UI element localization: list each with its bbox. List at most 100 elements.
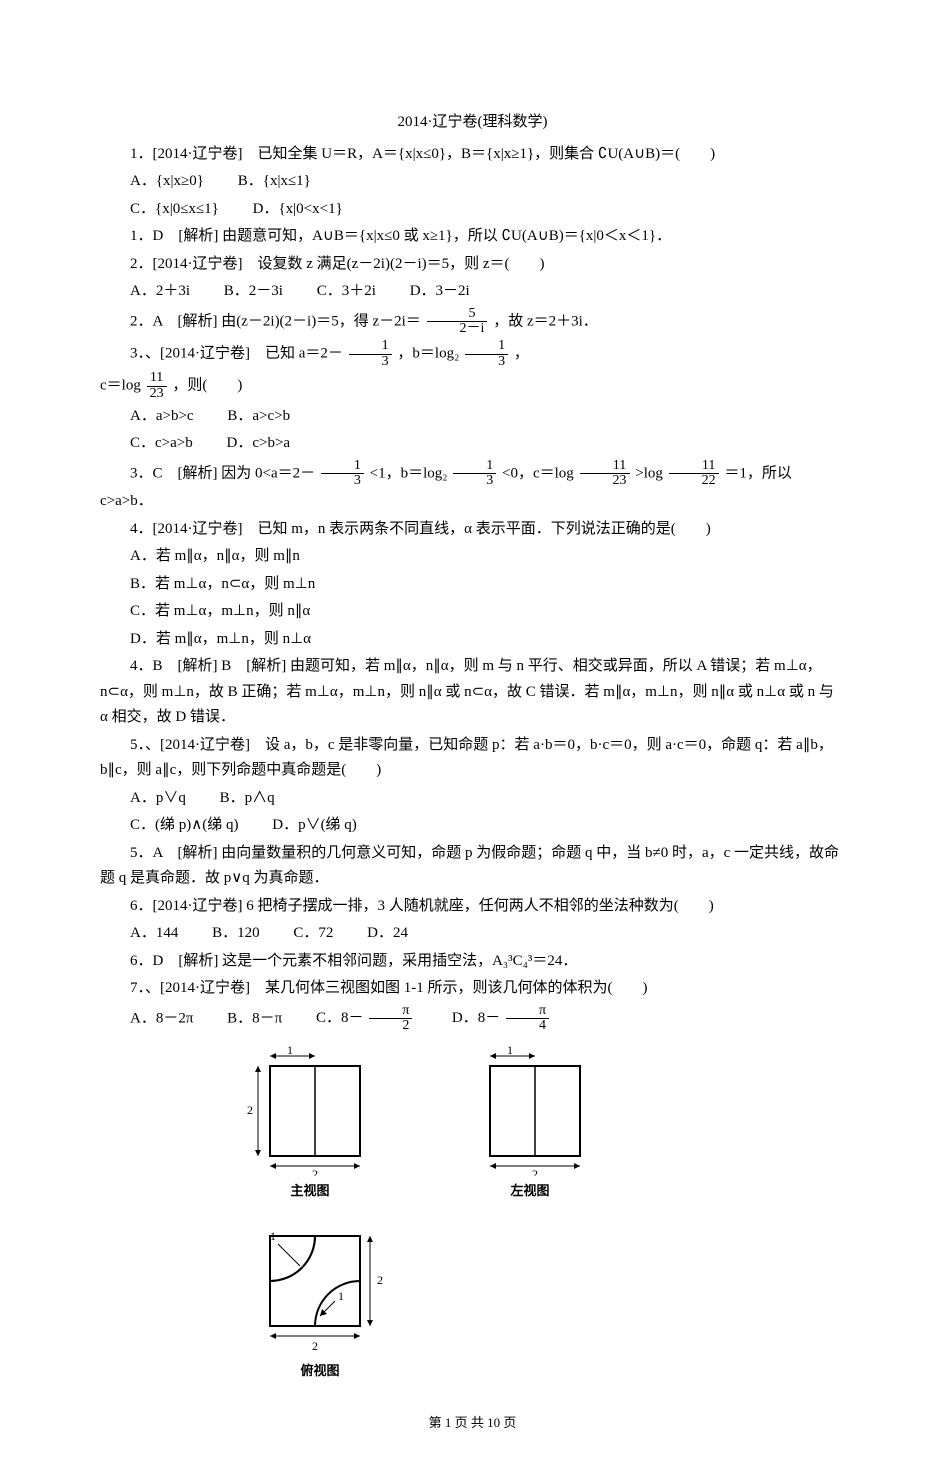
q3-stem-pre: 3．、[2014·辽宁卷] 已知 a＝2－ bbox=[130, 346, 343, 362]
q7-optD: D．8－ π4 bbox=[452, 1010, 551, 1026]
q1-optA: A．{x|x≥0} bbox=[130, 173, 204, 189]
q3-options-row1: A．a>b>c B．a>c>b bbox=[100, 404, 845, 430]
page-footer: 第 1 页 共 10 页 bbox=[100, 1412, 845, 1434]
q3-ans-c2-frac: 1122 bbox=[669, 459, 719, 489]
q3-stem-mid: ，b＝log₂ bbox=[397, 346, 459, 362]
q3-a-frac: 13 bbox=[349, 339, 392, 369]
q1-optC: C．{x|0≤x≤1} bbox=[130, 201, 219, 217]
top-r-center: 1 bbox=[338, 1289, 344, 1303]
q3-ans-c1-den: 23 bbox=[580, 474, 630, 489]
q4-answer: 4．B [解析] B [解析] 由题可知，若 m∥α，n∥α，则 m 与 n 平… bbox=[100, 654, 845, 731]
q7-optC-num: π bbox=[369, 1004, 412, 1020]
q7-stem: 7．、[2014·辽宁卷] 某几何体三视图如图 1-1 所示，则该几何体的体积为… bbox=[100, 976, 845, 1002]
q3-c-den: 23 bbox=[147, 387, 167, 402]
q3-c-num: 11 bbox=[147, 371, 167, 387]
q2-optA: A．2＋3i bbox=[130, 283, 190, 299]
q7-optC-frac: π2 bbox=[369, 1004, 412, 1034]
q3-ans-mid3: >log bbox=[635, 465, 663, 481]
q3-answer: 3．C [解析] 因为 0<a＝2－ 13 <1，b＝log₂ 13 <0，c＝… bbox=[100, 459, 845, 515]
q4-stem: 4．[2014·辽宁卷] 已知 m，n 表示两条不同直线，α 表示平面．下列说法… bbox=[100, 517, 845, 543]
q3-c-line: c＝log 1123 ，则( ) bbox=[100, 371, 845, 401]
three-view-figures: 1 2 2 主视图 1 bbox=[240, 1046, 845, 1382]
figure-row-1: 1 2 2 主视图 1 bbox=[240, 1046, 845, 1202]
q3-ans-pre: 3．C [解析] 因为 0<a＝2－ bbox=[130, 465, 315, 481]
q3-b-frac: 13 bbox=[465, 339, 508, 369]
q1-optD: D．{x|0<x<1} bbox=[253, 201, 343, 217]
q2-frac-num: 5 bbox=[427, 307, 488, 323]
q3-stem-post: ， bbox=[514, 346, 529, 362]
q3-ans-mid2: <0，c＝log bbox=[502, 465, 574, 481]
top-view-svg: 1 1 2 2 bbox=[240, 1216, 400, 1356]
q5-optD: D．p∨(绨 q) bbox=[272, 817, 357, 833]
q3-ans-mid1: <1，b＝log₂ bbox=[370, 465, 448, 481]
q7-optA: A．8－2π bbox=[130, 1010, 193, 1026]
q3-optD: D．c>b>a bbox=[227, 435, 291, 451]
top-dim-right: 2 bbox=[377, 1273, 383, 1287]
q3-c-post: ，则( ) bbox=[172, 378, 242, 394]
q6-optD: D．24 bbox=[367, 925, 408, 941]
q7-options: A．8－2π B．8－π C．8－ π2 D．8－ π4 bbox=[100, 1004, 845, 1034]
q1-stem: 1．[2014·辽宁卷] 已知全集 U＝R，A＝{x|x≤0}，B＝{x|x≥1… bbox=[100, 142, 845, 168]
q5-stem: 5．、[2014·辽宁卷] 设 a，b，c 是非零向量，已知命题 p：若 a·b… bbox=[100, 733, 845, 784]
q7-optB: B．8－π bbox=[227, 1010, 282, 1026]
q5-options-row2: C．(绨 p)∧(绨 q) D．p∨(绨 q) bbox=[100, 813, 845, 839]
q5-optA: A．p∨q bbox=[130, 790, 186, 806]
q3-stem: 3．、[2014·辽宁卷] 已知 a＝2－ 13 ，b＝log₂ 13 ， bbox=[100, 339, 845, 369]
figure-row-2: 1 1 2 2 俯视图 bbox=[240, 1216, 845, 1382]
page-title: 2014·辽宁卷(理科数学) bbox=[100, 110, 845, 136]
q3-ans-a-frac: 13 bbox=[321, 459, 364, 489]
q3-optC: C．c>a>b bbox=[130, 435, 193, 451]
q6-answer: 6．D [解析] 这是一个元素不相邻问题，采用插空法，A₃³C₄³＝24． bbox=[100, 949, 845, 975]
q5-answer: 5．A [解析] 由向量数量积的几何意义可知，命题 p 为假命题；命题 q 中，… bbox=[100, 841, 845, 892]
q3-ans-a-den: 3 bbox=[321, 474, 364, 489]
q7-optD-frac: π4 bbox=[506, 1004, 549, 1034]
q2-ans-post: ，故 z＝2＋3i． bbox=[493, 313, 598, 329]
q7-optD-pre: D．8－ bbox=[452, 1010, 500, 1026]
q3-optB: B．a>c>b bbox=[227, 408, 290, 424]
q2-optB: B．2－3i bbox=[224, 283, 283, 299]
front-dim-bottom: 2 bbox=[312, 1167, 318, 1176]
q3-optA: A．a>b>c bbox=[130, 408, 194, 424]
q7-optD-num: π bbox=[506, 1004, 549, 1020]
q1-answer: 1．D [解析] 由题意可知，A∪B＝{x|x≤0 或 x≥1}，所以 ∁U(A… bbox=[100, 224, 845, 250]
footer-post: 页 bbox=[500, 1415, 516, 1430]
q4-optC: C．若 m⊥α，m⊥n，则 n∥α bbox=[100, 599, 845, 625]
left-dim-bottom: 2 bbox=[532, 1167, 538, 1176]
q3-b-num: 1 bbox=[465, 339, 508, 355]
q6-options: A．144 B．120 C．72 D．24 bbox=[100, 921, 845, 947]
q3-ans-c1-frac: 1123 bbox=[580, 459, 630, 489]
q7-optC: C．8－ π2 bbox=[316, 1010, 418, 1026]
q3-ans-b-den: 3 bbox=[453, 474, 496, 489]
q3-c-pre: c＝log bbox=[100, 378, 141, 394]
q3-ans-c1-num: 11 bbox=[580, 459, 630, 475]
q5-optC: C．(绨 p)∧(绨 q) bbox=[130, 817, 238, 833]
q4-optB: B．若 m⊥α，n⊂α，则 m⊥n bbox=[100, 572, 845, 598]
top-view-caption: 俯视图 bbox=[300, 1360, 339, 1382]
front-dim-top: 1 bbox=[287, 1046, 293, 1057]
q4-optA: A．若 m∥α，n∥α，则 m∥n bbox=[100, 544, 845, 570]
q3-b-den: 3 bbox=[465, 355, 508, 370]
q1-optB: B．{x|x≤1} bbox=[238, 173, 311, 189]
q6-optC: C．72 bbox=[293, 925, 333, 941]
q3-ans-c2-num: 11 bbox=[669, 459, 719, 475]
q6-optA: A．144 bbox=[130, 925, 178, 941]
q3-ans-a-num: 1 bbox=[321, 459, 364, 475]
front-view-svg: 1 2 2 bbox=[240, 1046, 380, 1176]
q2-optC: C．3＋2i bbox=[317, 283, 376, 299]
top-r-tl: 1 bbox=[270, 1229, 276, 1243]
front-view-caption: 主视图 bbox=[290, 1180, 329, 1202]
top-dim-bottom: 2 bbox=[312, 1339, 318, 1353]
q3-options-row2: C．c>a>b D．c>b>a bbox=[100, 431, 845, 457]
q3-a-num: 1 bbox=[349, 339, 392, 355]
left-view-caption: 左视图 bbox=[510, 1180, 549, 1202]
q6-optB: B．120 bbox=[212, 925, 260, 941]
q3-ans-b-num: 1 bbox=[453, 459, 496, 475]
q4-optD: D．若 m∥α，m⊥n，则 n⊥α bbox=[100, 627, 845, 653]
left-dim-top: 1 bbox=[507, 1046, 513, 1057]
q3-ans-c2-den: 22 bbox=[669, 474, 719, 489]
footer-mid: 页 共 bbox=[451, 1415, 487, 1430]
q2-ans-pre: 2．A [解析] 由(z－2i)(2－i)＝5，得 z－2i＝ bbox=[130, 313, 421, 329]
q2-options: A．2＋3i B．2－3i C．3＋2i D．3－2i bbox=[100, 279, 845, 305]
q5-options-row1: A．p∨q B．p∧q bbox=[100, 786, 845, 812]
q1-options-row2: C．{x|0≤x≤1} D．{x|0<x<1} bbox=[100, 197, 845, 223]
